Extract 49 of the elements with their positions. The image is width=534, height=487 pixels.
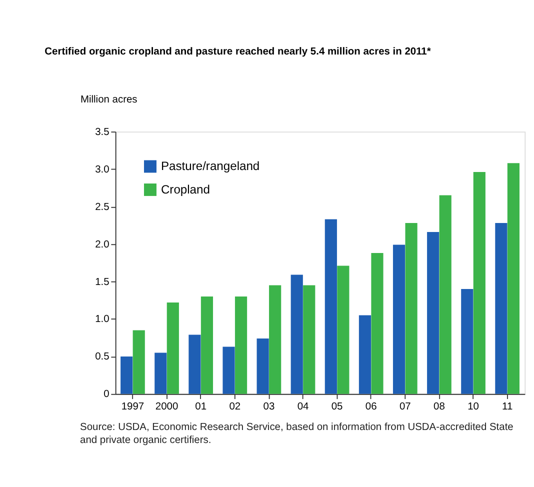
bar (473, 172, 486, 394)
x-tick-label: 08 (434, 401, 446, 412)
bar (290, 274, 303, 394)
y-tick-label: 2.0 (95, 239, 110, 250)
y-tick-label: 1.0 (95, 314, 110, 326)
x-tick-label: 10 (468, 401, 480, 412)
bar (337, 266, 350, 394)
bar (200, 296, 214, 394)
bar (303, 285, 316, 394)
y-tick-label: 0 (104, 389, 110, 400)
bar (154, 352, 167, 394)
x-tick-label: 11 (502, 401, 513, 412)
bar (166, 302, 179, 394)
bar (439, 195, 452, 394)
y-tick-label: 3.0 (95, 164, 110, 176)
y-tick-label: 3.5 (95, 126, 110, 138)
x-tick-label: 2000 (155, 401, 178, 412)
x-tick-label: 03 (263, 401, 275, 412)
source-note: Source: USDA, Economic Research Service, based on information from USDA-accredited State and private organic certifiers. (80, 422, 514, 446)
legend-label: Cropland (160, 182, 210, 196)
bar (256, 338, 269, 394)
y-axis-title: Million acres (80, 94, 138, 106)
x-tick-label: 02 (229, 401, 241, 412)
y-tick-label: 2.5 (95, 202, 110, 213)
x-tick-label: 04 (297, 401, 309, 412)
x-tick-label: 07 (399, 401, 412, 412)
bar (495, 223, 508, 394)
bar (222, 346, 235, 394)
x-tick-label: 01 (195, 401, 207, 412)
bar (507, 163, 520, 394)
bar (234, 296, 248, 394)
bar (427, 232, 440, 394)
chart-title: Certified organic cropland and pasture reached nearly 5.4 million acres in 2011* (44, 46, 431, 58)
x-tick-label: 1997 (121, 401, 144, 412)
bar (324, 219, 337, 394)
bar (358, 315, 372, 394)
bar (132, 330, 145, 394)
y-tick-label: 0.5 (95, 352, 110, 363)
bar (371, 253, 384, 394)
bar (188, 334, 201, 394)
x-tick-label: 06 (365, 401, 378, 412)
bar (405, 223, 418, 394)
bar (461, 288, 474, 394)
legend-label: Pasture/rangeland (160, 159, 260, 174)
bar (269, 285, 282, 394)
bar (120, 356, 133, 394)
y-tick-label: 1.5 (95, 276, 110, 288)
x-tick-label: 05 (331, 401, 344, 412)
bar (392, 244, 406, 394)
